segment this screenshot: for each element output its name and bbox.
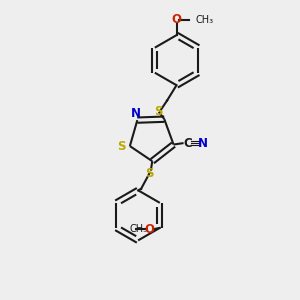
Text: S: S: [117, 140, 126, 153]
Text: C: C: [183, 136, 192, 150]
Text: N: N: [131, 107, 141, 120]
Text: O: O: [172, 13, 182, 26]
Text: CH₃: CH₃: [196, 15, 214, 25]
Text: O: O: [145, 223, 154, 236]
Text: S: S: [145, 167, 154, 180]
Text: S: S: [154, 105, 163, 118]
Text: CH₃: CH₃: [130, 224, 148, 234]
Text: N: N: [198, 136, 208, 150]
